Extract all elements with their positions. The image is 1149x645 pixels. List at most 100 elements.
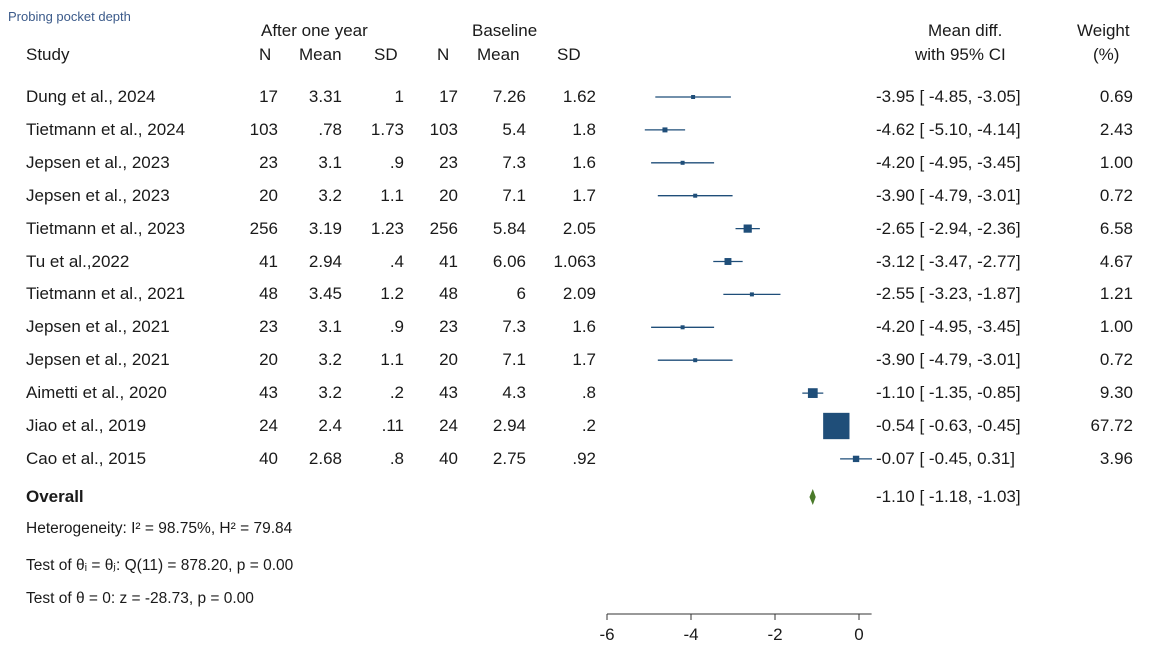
study-marker bbox=[691, 95, 696, 99]
cell-study: Tietmann et al., 2021 bbox=[26, 284, 186, 304]
cell-ci-text: -1.10 [ -1.35, -0.85] bbox=[876, 383, 1021, 403]
overall-diamond bbox=[809, 489, 816, 505]
cell-n1: 20 bbox=[259, 185, 278, 205]
cell-n1: 23 bbox=[259, 317, 278, 337]
study-marker bbox=[693, 358, 698, 363]
cell-sd2: .92 bbox=[572, 448, 596, 468]
cell-sd1: 1.1 bbox=[380, 350, 404, 370]
figure-title: Probing pocket depth bbox=[8, 9, 131, 24]
cell-sd2: 1.063 bbox=[553, 251, 596, 271]
cell-study: Cao et al., 2015 bbox=[26, 448, 147, 468]
study-marker bbox=[743, 224, 752, 233]
cell-mean1: .78 bbox=[318, 119, 342, 139]
header-mean1: Mean bbox=[299, 45, 342, 64]
cell-ci-text: -4.20 [ -4.95, -3.45] bbox=[876, 317, 1021, 337]
cell-mean2: 4.3 bbox=[502, 383, 526, 403]
cell-weight: 9.30 bbox=[1099, 383, 1133, 403]
cell-sd2: 1.8 bbox=[572, 119, 596, 139]
cell-mean2: 2.94 bbox=[492, 416, 526, 435]
study-marker bbox=[724, 258, 732, 265]
cell-study: Dung et al., 2024 bbox=[26, 87, 156, 106]
cell-sd1: .9 bbox=[389, 152, 404, 172]
header-sd1: SD bbox=[374, 45, 398, 64]
cell-sd2: 1.7 bbox=[572, 350, 596, 370]
cell-weight: 0.69 bbox=[1099, 87, 1133, 106]
cell-study: Jiao et al., 2019 bbox=[26, 416, 147, 435]
cell-weight: 2.43 bbox=[1099, 119, 1133, 139]
cell-weight: 0.72 bbox=[1099, 185, 1133, 205]
cell-ci-text: -0.07 [ -0.45, 0.31] bbox=[876, 448, 1015, 468]
cell-ci-text: -0.54 [ -0.63, -0.45] bbox=[876, 416, 1021, 435]
cell-sd1: 1 bbox=[394, 87, 404, 106]
header-study: Study bbox=[26, 45, 70, 64]
study-marker bbox=[807, 388, 818, 398]
cell-weight: 0.72 bbox=[1099, 350, 1133, 370]
cell-ci-text: -3.95 [ -4.85, -3.05] bbox=[876, 87, 1021, 106]
cell-mean2: 6 bbox=[516, 284, 526, 304]
cell-n1: 43 bbox=[259, 383, 278, 403]
cell-mean2: 7.3 bbox=[502, 152, 526, 172]
cell-n2: 48 bbox=[439, 284, 458, 304]
cell-mean1: 3.1 bbox=[318, 152, 342, 172]
cell-weight: 1.00 bbox=[1099, 152, 1133, 172]
study-marker bbox=[823, 412, 850, 440]
cell-mean1: 3.1 bbox=[318, 317, 342, 337]
cell-n2: 40 bbox=[439, 448, 458, 468]
cell-mean1: 3.2 bbox=[318, 185, 342, 205]
header-mean2: Mean bbox=[477, 45, 520, 64]
cell-study: Jepsen et al., 2023 bbox=[26, 185, 170, 205]
cell-mean2: 5.84 bbox=[492, 218, 526, 238]
cell-sd1: .2 bbox=[389, 383, 404, 403]
cell-mean1: 3.45 bbox=[308, 284, 342, 304]
cell-sd2: .2 bbox=[581, 416, 596, 435]
cell-n2: 41 bbox=[439, 251, 458, 271]
header-weight-unit: (%) bbox=[1093, 45, 1120, 64]
cell-sd1: 1.23 bbox=[370, 218, 404, 238]
cell-sd1: 1.73 bbox=[370, 119, 404, 139]
cell-study: Jepsen et al., 2021 bbox=[26, 317, 170, 337]
cell-n2: 24 bbox=[439, 416, 458, 435]
cell-sd1: 1.2 bbox=[380, 284, 404, 304]
cell-ci-text: -3.12 [ -3.47, -2.77] bbox=[876, 251, 1021, 271]
cell-n1: 48 bbox=[259, 284, 278, 304]
cell-study: Tietmann et al., 2024 bbox=[26, 119, 186, 139]
cell-sd2: 1.6 bbox=[572, 152, 596, 172]
cell-mean1: 3.2 bbox=[318, 383, 342, 403]
cell-n2: 20 bbox=[439, 185, 458, 205]
x-tick-label: 0 bbox=[854, 625, 863, 644]
cell-ci-text: -3.90 [ -4.79, -3.01] bbox=[876, 350, 1021, 370]
header-baseline: Baseline bbox=[472, 21, 538, 40]
cell-mean1: 2.68 bbox=[308, 448, 342, 468]
header-after-one-year: After one year bbox=[261, 21, 368, 40]
cell-n2: 20 bbox=[439, 350, 458, 370]
cell-mean2: 7.1 bbox=[502, 350, 526, 370]
header-mean-diff: Mean diff. bbox=[928, 21, 1003, 40]
cell-sd1: .4 bbox=[389, 251, 404, 271]
cell-mean2: 6.06 bbox=[492, 251, 526, 271]
cell-study: Jepsen et al., 2021 bbox=[26, 350, 170, 370]
x-tick-label: -6 bbox=[599, 625, 614, 644]
cell-weight: 67.72 bbox=[1090, 416, 1133, 435]
cell-weight: 3.96 bbox=[1099, 448, 1133, 468]
cell-n2: 43 bbox=[439, 383, 458, 403]
cell-mean2: 7.1 bbox=[502, 185, 526, 205]
header-n1: N bbox=[259, 45, 272, 64]
x-tick-label: -4 bbox=[683, 625, 698, 644]
test-zero-text: Test of θ = 0: z = -28.73, p = 0.00 bbox=[26, 590, 254, 607]
study-marker bbox=[680, 160, 685, 165]
header-weight: Weight bbox=[1077, 21, 1130, 40]
cell-n1: 40 bbox=[259, 448, 278, 468]
x-tick-label: -2 bbox=[767, 625, 782, 644]
header-ci: with 95% CI bbox=[915, 45, 1006, 64]
heterogeneity-text: Heterogeneity: I² = 98.75%, H² = 79.84 bbox=[26, 520, 293, 537]
cell-sd1: .11 bbox=[381, 416, 404, 435]
test-equal-text: Test of θᵢ = θⱼ: Q(11) = 878.20, p = 0.0… bbox=[26, 557, 294, 574]
cell-sd2: 1.7 bbox=[572, 185, 596, 205]
cell-n1: 24 bbox=[259, 416, 278, 435]
cell-mean1: 3.31 bbox=[308, 87, 342, 106]
cell-ci-text: -4.20 [ -4.95, -3.45] bbox=[876, 152, 1021, 172]
cell-n1: 41 bbox=[259, 251, 278, 271]
cell-weight: 1.21 bbox=[1099, 284, 1133, 304]
cell-mean1: 3.2 bbox=[318, 350, 342, 370]
